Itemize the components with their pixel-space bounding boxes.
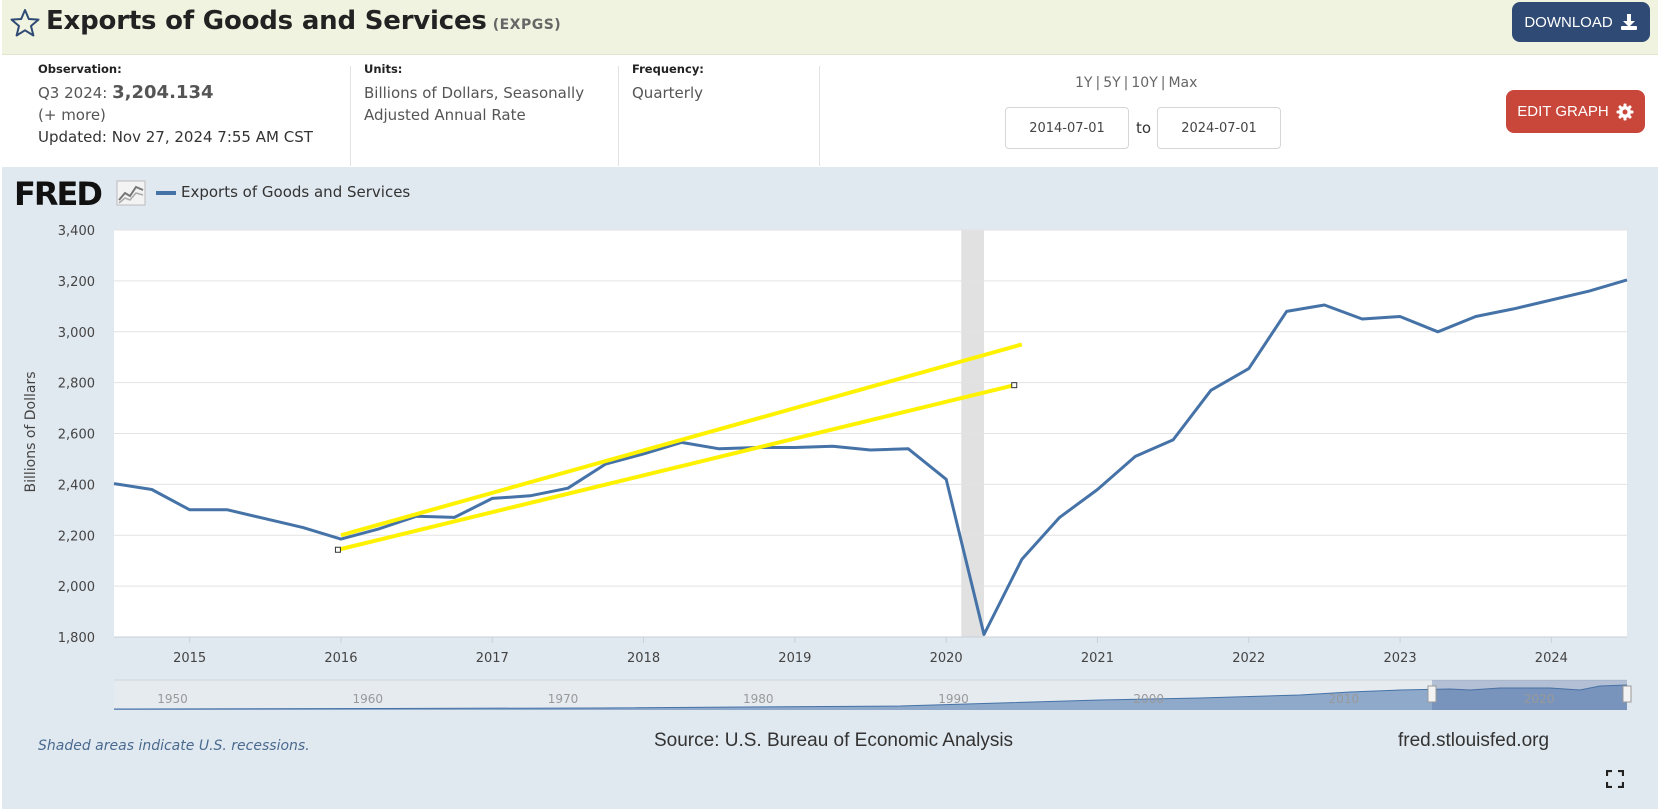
fullscreen-icon[interactable] (1606, 770, 1624, 788)
series-title: Exports of Goods and Services (46, 6, 487, 36)
end-date-input[interactable]: 2024-07-01 (1157, 107, 1281, 149)
observation-period: Q3 2024: (38, 84, 108, 102)
divider (350, 66, 351, 166)
updated-label: Updated: (38, 128, 107, 146)
star-icon[interactable] (10, 8, 40, 38)
observation-label: Observation: (38, 62, 122, 76)
more-link[interactable]: (+ more) (38, 106, 106, 124)
observation-value: 3,204.134 (112, 82, 214, 103)
download-button[interactable]: DOWNLOAD (1512, 2, 1650, 42)
edit-graph-button[interactable]: EDIT GRAPH (1506, 90, 1645, 133)
range-1y[interactable]: 1Y (1075, 75, 1093, 91)
units-panel: Units: Billions of Dollars, Seasonally A… (364, 62, 594, 166)
range-links: 1Y | 5Y | 10Y | Max (1075, 75, 1198, 91)
gear-icon (1616, 103, 1634, 120)
divider (819, 66, 820, 166)
start-date-input[interactable]: 2014-07-01 (1005, 107, 1129, 149)
legend-label[interactable]: Exports of Goods and Services (181, 183, 411, 201)
source-label: Source: U.S. Bureau of Economic Analysis (654, 730, 1014, 751)
site-label[interactable]: fred.stlouisfed.org (1398, 730, 1550, 751)
updated-value: Nov 27, 2024 7:55 AM CST (111, 128, 313, 146)
range-max[interactable]: Max (1168, 75, 1198, 91)
graph-area (2, 167, 1658, 809)
series-id: (EXPGS) (492, 17, 562, 33)
download-icon (1620, 14, 1637, 30)
units-value: Billions of Dollars, Seasonally Adjusted… (364, 84, 585, 124)
recession-footnote: Shaded areas indicate U.S. recessions. (38, 738, 310, 754)
frequency-value: Quarterly (632, 84, 703, 102)
to-label: to (1136, 119, 1152, 137)
range-10y[interactable]: 10Y (1131, 75, 1158, 91)
frequency-label: Frequency: (632, 62, 704, 76)
title-bar: Exports of Goods and Services (EXPGS) DOW… (2, 0, 1658, 55)
edit-graph-label: EDIT GRAPH (1517, 103, 1609, 120)
frequency-panel: Frequency: Quarterly (632, 62, 704, 166)
page-title: Exports of Goods and Services (EXPGS) (46, 6, 561, 36)
observation-panel: Observation: Q3 2024: 3,204.134 (+ more)… (38, 62, 313, 166)
legend-swatch (156, 191, 176, 195)
divider (618, 66, 619, 166)
units-label: Units: (364, 62, 403, 76)
range-5y[interactable]: 5Y (1103, 75, 1121, 91)
fred-logo: FRED (14, 175, 103, 213)
download-label: DOWNLOAD (1524, 13, 1613, 31)
logo-chart-icon (116, 180, 146, 206)
